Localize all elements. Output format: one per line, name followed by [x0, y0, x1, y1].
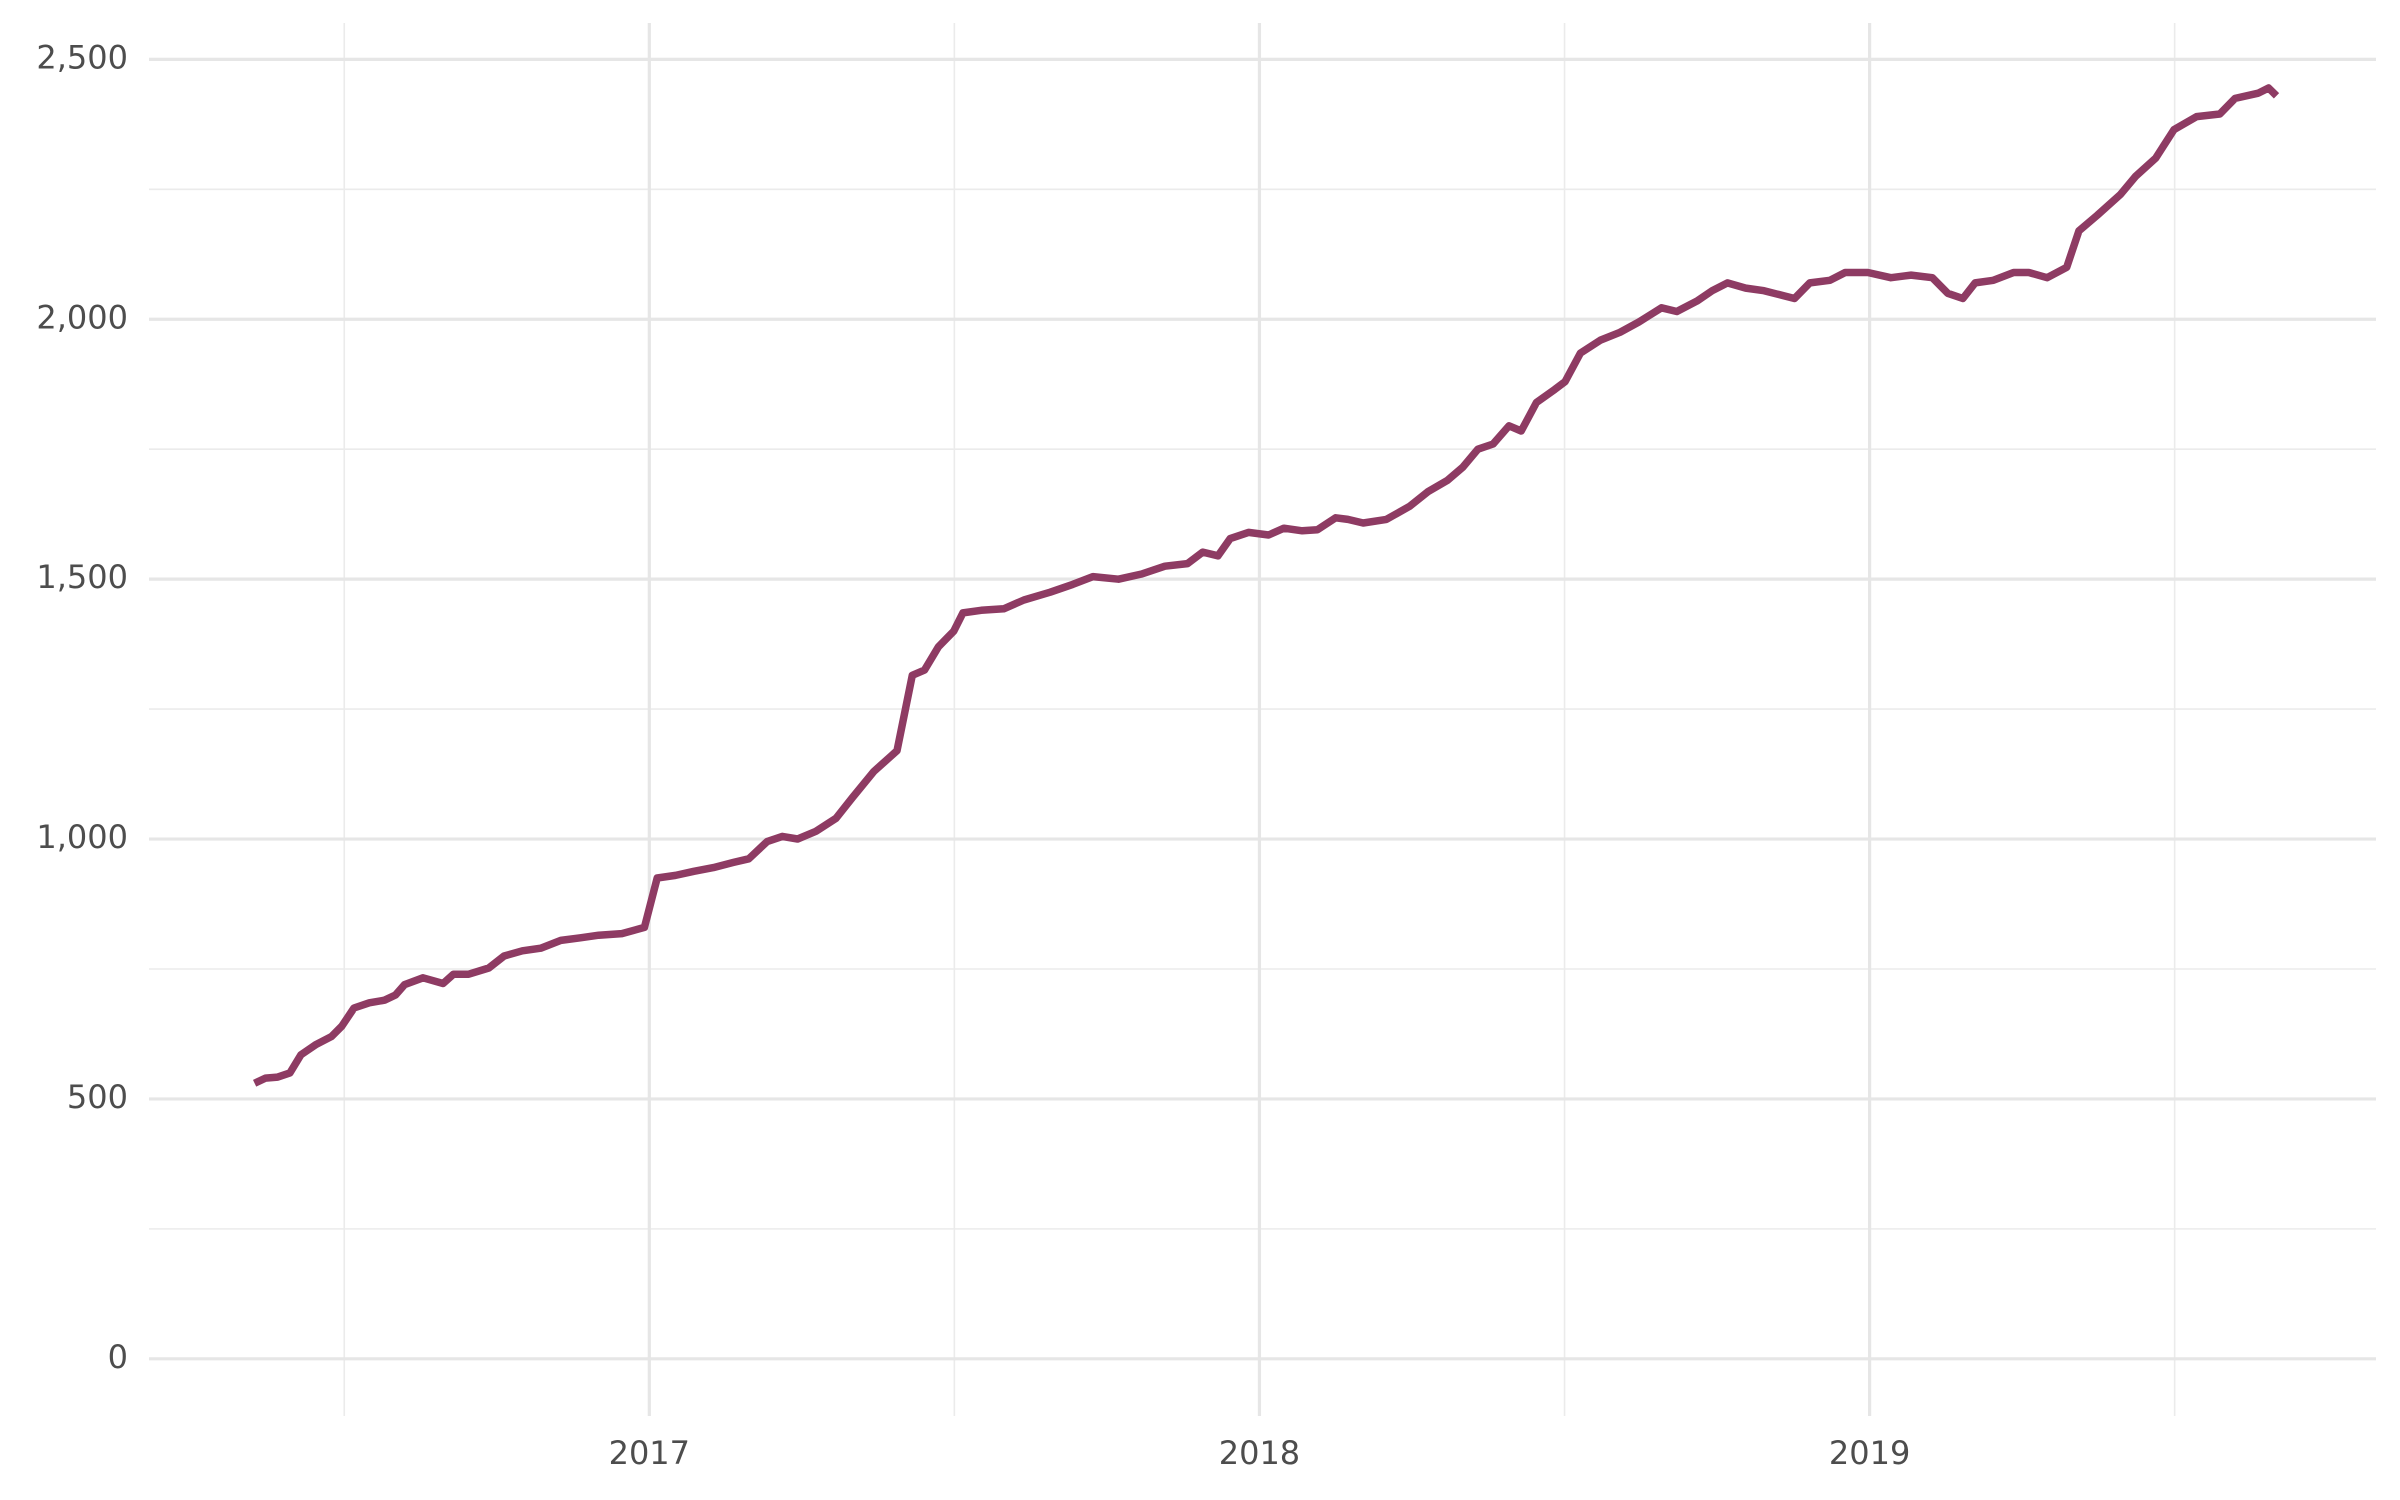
data-line [252, 84, 2280, 1087]
y-tick-label: 2,500 [36, 38, 128, 76]
x-tick-label: 2017 [609, 1434, 690, 1472]
y-tick-label: 1,000 [36, 818, 128, 856]
y-tick-label: 0 [108, 1338, 128, 1376]
y-tick-label: 1,500 [36, 558, 128, 596]
x-tick-label: 2018 [1219, 1434, 1300, 1472]
y-tick-label: 500 [67, 1078, 128, 1116]
x-tick-label: 2019 [1829, 1434, 1910, 1472]
y-tick-label: 2,000 [36, 298, 128, 336]
